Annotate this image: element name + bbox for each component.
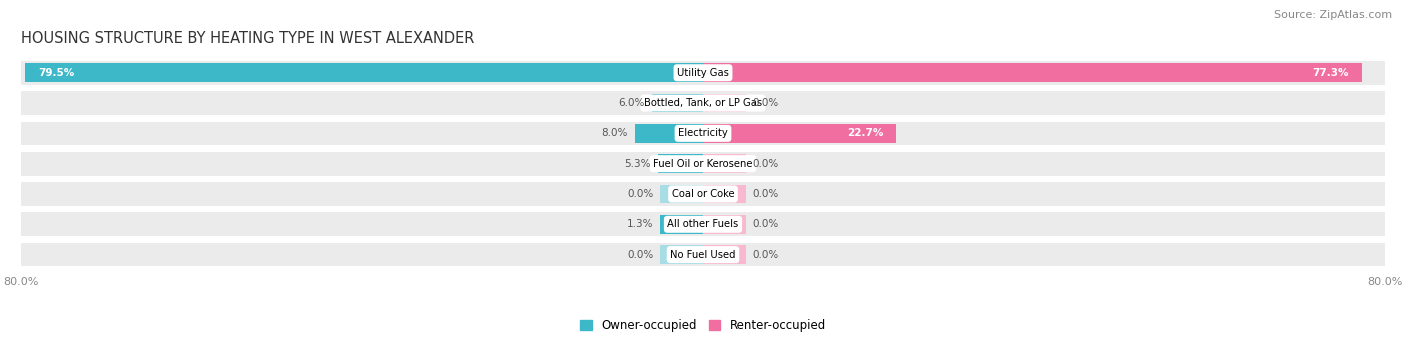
Text: 6.0%: 6.0% bbox=[619, 98, 645, 108]
Text: Electricity: Electricity bbox=[678, 128, 728, 138]
Bar bbox=[661, 215, 703, 234]
Text: 5.3%: 5.3% bbox=[624, 159, 651, 169]
Bar bbox=[21, 121, 1385, 145]
Text: 79.5%: 79.5% bbox=[38, 68, 75, 78]
Bar bbox=[21, 61, 1385, 85]
Text: Utility Gas: Utility Gas bbox=[678, 68, 728, 78]
Bar bbox=[25, 63, 703, 82]
Text: Fuel Oil or Kerosene: Fuel Oil or Kerosene bbox=[654, 159, 752, 169]
Bar bbox=[21, 91, 1385, 115]
Text: No Fuel Used: No Fuel Used bbox=[671, 250, 735, 260]
Text: HOUSING STRUCTURE BY HEATING TYPE IN WEST ALEXANDER: HOUSING STRUCTURE BY HEATING TYPE IN WES… bbox=[21, 31, 474, 46]
Text: 0.0%: 0.0% bbox=[752, 159, 779, 169]
Bar bbox=[652, 94, 703, 113]
Bar bbox=[21, 152, 1385, 176]
Text: 0.0%: 0.0% bbox=[752, 189, 779, 199]
Text: 0.0%: 0.0% bbox=[627, 250, 654, 260]
Text: 0.0%: 0.0% bbox=[752, 250, 779, 260]
Bar bbox=[21, 243, 1385, 266]
Bar bbox=[703, 94, 745, 113]
Text: 0.0%: 0.0% bbox=[752, 219, 779, 229]
Text: Source: ZipAtlas.com: Source: ZipAtlas.com bbox=[1274, 10, 1392, 20]
Bar bbox=[658, 154, 703, 173]
Bar bbox=[661, 245, 703, 264]
Bar bbox=[21, 182, 1385, 206]
Legend: Owner-occupied, Renter-occupied: Owner-occupied, Renter-occupied bbox=[575, 314, 831, 337]
Text: 8.0%: 8.0% bbox=[602, 128, 628, 138]
Bar bbox=[636, 124, 703, 143]
Text: 0.0%: 0.0% bbox=[752, 98, 779, 108]
Text: 22.7%: 22.7% bbox=[848, 128, 884, 138]
Bar bbox=[703, 124, 897, 143]
Bar bbox=[703, 245, 745, 264]
Text: 0.0%: 0.0% bbox=[627, 189, 654, 199]
Text: Coal or Coke: Coal or Coke bbox=[672, 189, 734, 199]
Bar bbox=[703, 215, 745, 234]
Text: 77.3%: 77.3% bbox=[1313, 68, 1350, 78]
Bar bbox=[703, 184, 745, 203]
Text: 1.3%: 1.3% bbox=[627, 219, 654, 229]
Bar bbox=[703, 154, 745, 173]
Text: All other Fuels: All other Fuels bbox=[668, 219, 738, 229]
Text: Bottled, Tank, or LP Gas: Bottled, Tank, or LP Gas bbox=[644, 98, 762, 108]
Bar bbox=[661, 184, 703, 203]
Bar bbox=[21, 212, 1385, 236]
Bar bbox=[703, 63, 1362, 82]
